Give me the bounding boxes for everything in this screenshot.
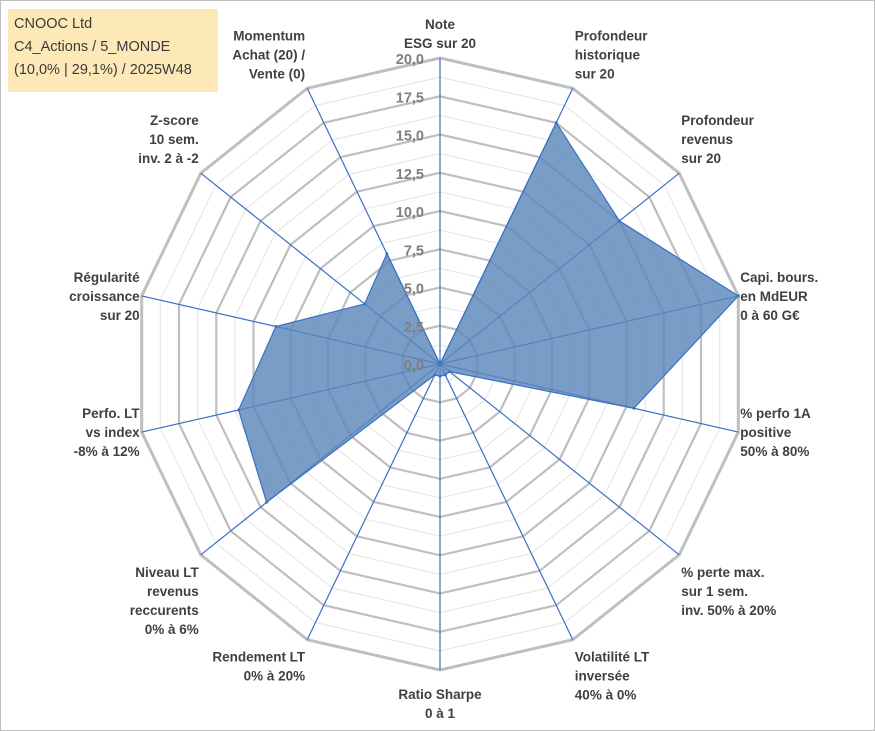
data-point-5 bbox=[632, 406, 636, 410]
axis-label-14: Momentum Achat (20) / Vente (0) bbox=[232, 28, 305, 81]
axis-label-8: Ratio Sharpe 0 à 1 bbox=[398, 687, 482, 721]
axis-label-9: Rendement LT 0% à 20% bbox=[212, 650, 306, 684]
data-point-1 bbox=[438, 362, 442, 366]
axis-spoke bbox=[306, 363, 441, 640]
data-point-9 bbox=[433, 373, 437, 377]
axis-label-1: Note ESG sur 20 bbox=[404, 17, 476, 51]
tick-label: 15,0 bbox=[396, 129, 424, 145]
axis-label-2: Profondeur historique sur 20 bbox=[575, 28, 648, 81]
tick-label: 5,0 bbox=[404, 282, 424, 298]
tick-label: 0,0 bbox=[404, 358, 424, 374]
axis-label-11: Perfo. LT vs index -8% à 12% bbox=[74, 406, 141, 459]
tick-label: 17,5 bbox=[396, 90, 424, 106]
chart-title-box: CNOOC Ltd C4_Actions / 5_MONDE (10,0% | … bbox=[8, 9, 218, 92]
data-point-2 bbox=[554, 121, 558, 125]
chart-title: CNOOC Ltd bbox=[14, 16, 93, 32]
data-point-12 bbox=[274, 325, 278, 328]
data-point-10 bbox=[265, 500, 269, 504]
axis-label-4: Capi. bours. en MdEUR 0 à 60 G€ bbox=[740, 270, 818, 323]
chart-subtitle: C4_Actions / 5_MONDE bbox=[14, 39, 171, 55]
tick-label: 7,5 bbox=[404, 243, 424, 259]
axis-label-13: Z-score 10 sem. inv. 2 à -2 bbox=[138, 113, 199, 166]
axis-label-10: Niveau LT revenus reccurents 0% à 6% bbox=[130, 565, 200, 637]
data-point-13 bbox=[363, 302, 367, 306]
data-point-14 bbox=[385, 252, 389, 256]
axis-spoke bbox=[439, 363, 680, 556]
data-point-7 bbox=[443, 373, 447, 377]
axis-label-3: Profondeur revenus sur 20 bbox=[681, 113, 754, 166]
data-point-8 bbox=[438, 374, 442, 378]
tick-label: 2,5 bbox=[404, 320, 424, 336]
data-point-6 bbox=[448, 370, 452, 374]
data-point-4 bbox=[736, 294, 740, 298]
axis-label-7: Volatilité LT inversée 40% à 0% bbox=[575, 650, 650, 703]
axis-label-12: Régularité croissance sur 20 bbox=[69, 270, 140, 323]
tick-label: 12,5 bbox=[396, 167, 424, 183]
tick-label: 10,0 bbox=[396, 205, 424, 221]
data-point-3 bbox=[617, 219, 621, 223]
axis-label-5: % perfo 1A positive 50% à 80% bbox=[740, 406, 811, 459]
axis-spoke bbox=[439, 363, 574, 640]
axis-label-6: % perte max. sur 1 sem. inv. 50% à 20% bbox=[681, 565, 776, 618]
data-point-11 bbox=[237, 408, 241, 412]
tick-label: 20,0 bbox=[396, 52, 424, 68]
chart-period: (10,0% | 29,1%) / 2025W48 bbox=[14, 62, 192, 78]
